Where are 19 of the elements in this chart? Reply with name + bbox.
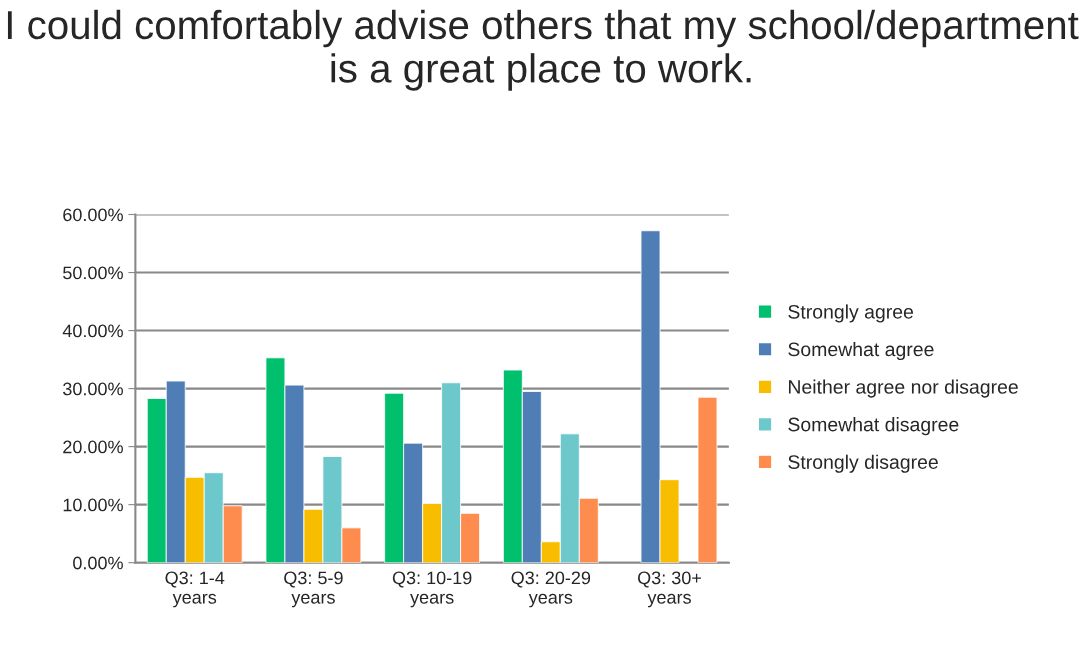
x-tick-label: Q3: 10-19 years	[392, 571, 472, 608]
legend-label: Neither agree nor disagree	[788, 379, 1018, 398]
y-tick-label: 30.00%	[63, 382, 123, 396]
legend-label: Somewhat disagree	[788, 417, 959, 436]
bar	[697, 396, 718, 563]
x-tick-label: Q3: 30+ years	[637, 571, 701, 608]
x-tick-label: Q3: 1-4 years	[165, 571, 225, 608]
chart-title: I could comfortably advise others that my school/department is a great place to work.	[7, 9, 1079, 91]
y-tick-label: 60.00%	[63, 208, 123, 222]
legend-label: Strongly disagree	[788, 454, 938, 473]
legend-label: Strongly agree	[788, 304, 913, 323]
y-tick-label: 40.00%	[62, 324, 123, 338]
x-tick-label: Q3: 20-29 years	[511, 571, 591, 608]
x-tick-label: Q3: 5-9 years	[284, 571, 343, 608]
legend-label: Somewhat agree	[788, 341, 934, 361]
y-tick-label: 50.00%	[63, 266, 123, 280]
y-tick-label: 0.00%	[73, 556, 123, 570]
y-tick-label: 10.00%	[63, 498, 123, 512]
y-tick-label: 20.00%	[63, 440, 123, 454]
